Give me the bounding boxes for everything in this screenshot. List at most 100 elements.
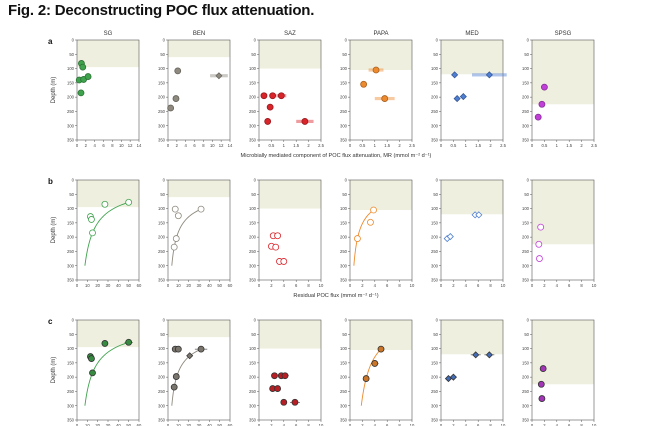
x-tick-label: 10: [210, 143, 215, 148]
data-point: [459, 93, 467, 101]
y-tick-label: 200: [158, 95, 166, 100]
x-tick-label: 50: [126, 283, 131, 288]
data-point: [453, 95, 461, 103]
data-point: [451, 71, 459, 79]
y-tick-label: 350: [431, 418, 439, 423]
y-tick-label: 250: [522, 249, 530, 254]
y-tick-label: 150: [522, 360, 530, 365]
data-point: [271, 372, 278, 380]
data-point: [485, 71, 493, 79]
y-tick-label: 350: [431, 138, 439, 143]
y-tick-label: 200: [522, 235, 530, 240]
y-tick-label: 50: [433, 192, 438, 197]
x-tick-label: 8: [307, 283, 310, 288]
data-point: [84, 73, 92, 80]
x-tick-label: 8: [489, 283, 492, 288]
x-tick-label: 2: [270, 283, 273, 288]
data-point: [215, 72, 223, 80]
data-point: [174, 212, 182, 220]
y-tick-label: 350: [340, 418, 348, 423]
y-tick-label: 150: [431, 220, 439, 225]
data-point: [354, 235, 361, 242]
x-tick-label: 10: [85, 283, 90, 288]
data-point: [446, 233, 454, 241]
y-tick-label: 150: [431, 80, 439, 85]
y-axis-label: Depth (m): [51, 217, 57, 244]
mixed-layer-shade: [77, 40, 139, 68]
y-tick-label: 50: [69, 192, 74, 197]
x-tick-label: 14: [228, 143, 233, 148]
y-tick-label: 200: [249, 95, 257, 100]
y-tick-label: 150: [67, 80, 75, 85]
mixed-layer-shade: [259, 180, 321, 209]
data-point: [172, 95, 180, 102]
y-tick-label: 350: [522, 278, 530, 283]
y-tick-label: 300: [249, 403, 257, 408]
x-tick-label: 6: [102, 143, 105, 148]
x-tick-label: 0: [440, 423, 443, 426]
y-tick-label: 50: [524, 192, 529, 197]
data-point: [274, 232, 282, 240]
mixed-layer-shade: [441, 320, 503, 355]
y-tick-label: 100: [522, 346, 530, 351]
x-tick-label: 8: [398, 423, 401, 426]
y-tick-label: 150: [431, 360, 439, 365]
x-tick-label: 1: [374, 143, 377, 148]
y-tick-label: 50: [69, 332, 74, 337]
x-tick-label: 8: [489, 423, 492, 426]
y-tick-label: 350: [158, 278, 166, 283]
y-tick-label: 300: [431, 123, 439, 128]
axes-frame: [258, 179, 322, 281]
y-tick-label: 100: [158, 206, 166, 211]
y-tick-label: 100: [67, 346, 75, 351]
y-tick-label: 200: [340, 375, 348, 380]
x-tick-label: 0: [76, 143, 79, 148]
y-tick-label: 350: [67, 138, 75, 143]
y-tick-label: 300: [340, 123, 348, 128]
site-title: SAZ: [284, 31, 296, 37]
x-tick-label: 4: [465, 283, 468, 288]
y-tick-label: 250: [340, 109, 348, 114]
x-tick-label: 4: [556, 423, 559, 426]
x-tick-label: 2: [452, 283, 455, 288]
y-tick-label: 100: [67, 66, 75, 71]
data-point: [260, 92, 268, 100]
x-tick-label: 10: [319, 283, 324, 288]
y-tick-label: 250: [158, 249, 166, 254]
x-tick-label: 6: [568, 423, 571, 426]
data-point: [277, 92, 285, 100]
x-tick-label: 10: [501, 423, 506, 426]
axes-frame: [258, 39, 322, 141]
x-tick-label: 0: [349, 423, 352, 426]
x-tick-label: 10: [176, 283, 181, 288]
x-tick-label: 0: [167, 423, 170, 426]
data-point: [186, 352, 194, 360]
x-tick-label: 12: [219, 143, 224, 148]
y-tick-label: 150: [340, 360, 348, 365]
x-tick-label: 2: [85, 143, 88, 148]
y-tick-label: 150: [249, 360, 257, 365]
y-tick-label: 100: [431, 346, 439, 351]
y-tick-label: 200: [431, 235, 439, 240]
x-tick-label: 20: [186, 423, 191, 426]
x-tick-label: 2: [489, 143, 492, 148]
x-tick-label: 0: [76, 423, 79, 426]
x-tick-label: 0: [531, 143, 534, 148]
x-tick-label: 8: [307, 423, 310, 426]
y-tick-label: 100: [158, 66, 166, 71]
x-tick-label: 0: [258, 423, 261, 426]
x-tick-label: 4: [283, 283, 286, 288]
x-tick-label: 2: [176, 143, 179, 148]
y-tick-label: 200: [249, 235, 257, 240]
x-tick-label: 10: [319, 423, 324, 426]
data-point: [538, 100, 546, 108]
y-tick-label: 300: [249, 123, 257, 128]
y-tick-label: 350: [431, 278, 439, 283]
y-tick-label: 0: [436, 38, 439, 43]
